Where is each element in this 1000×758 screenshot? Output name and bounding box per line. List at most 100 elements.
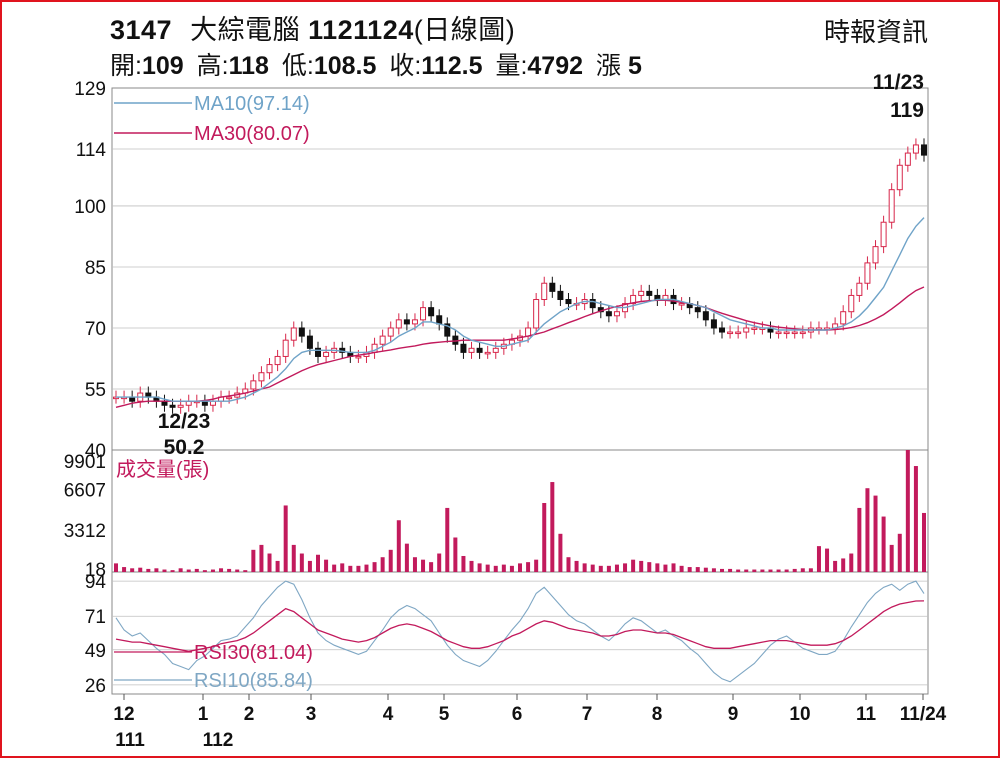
volume-bar xyxy=(792,568,797,572)
volume-bar xyxy=(372,562,377,572)
candle-body xyxy=(921,144,927,156)
candle-body xyxy=(613,311,620,317)
volume-bar xyxy=(736,569,741,572)
volume-bar xyxy=(808,568,813,572)
ma10-line xyxy=(116,217,925,402)
candle-body xyxy=(864,262,871,284)
candle-body xyxy=(468,347,475,353)
volume-bar xyxy=(421,559,426,572)
candle-body xyxy=(743,327,750,333)
candle-body xyxy=(420,307,427,321)
x-tick-7: 7 xyxy=(582,704,593,725)
candle-body xyxy=(306,335,313,349)
candle-body xyxy=(395,319,402,329)
x-tick-6: 6 xyxy=(512,704,523,725)
volume-bar xyxy=(833,560,838,572)
candle-body xyxy=(848,294,855,313)
candle-body xyxy=(694,307,701,313)
candle-body xyxy=(298,327,305,337)
volume-bar xyxy=(429,562,434,572)
volume-bar xyxy=(154,568,159,572)
candle-body xyxy=(250,380,257,390)
candle-body xyxy=(387,327,394,337)
price-tick-3: 85 xyxy=(85,258,106,279)
volume-bar xyxy=(437,553,442,572)
rsi-tick-1: 71 xyxy=(85,607,106,628)
volume-bar xyxy=(550,482,555,572)
volume-bar xyxy=(307,560,312,572)
volume-bar xyxy=(631,559,636,572)
candle-body xyxy=(290,327,297,341)
volume-bar xyxy=(542,502,547,572)
volume-label: 成交量(張) xyxy=(116,458,209,481)
volume-bar xyxy=(485,564,490,572)
volume-bar xyxy=(760,569,765,572)
volume-bar xyxy=(784,569,789,572)
volume-bar xyxy=(243,570,248,572)
x-tick-10: 10 xyxy=(789,704,810,725)
volume-bar xyxy=(865,488,870,572)
candle-body xyxy=(169,404,176,408)
volume-bar xyxy=(671,563,676,572)
x-tick-4: 4 xyxy=(383,704,394,725)
volume-bar xyxy=(695,567,700,572)
candle-body xyxy=(912,144,919,154)
volume-bar xyxy=(590,564,595,572)
volume-bar xyxy=(711,568,716,572)
candle-body xyxy=(266,364,273,374)
volume-bar xyxy=(582,563,587,572)
candle-body xyxy=(428,307,435,317)
price-tick-4: 70 xyxy=(85,319,106,340)
rsi-tick-2: 49 xyxy=(85,641,106,662)
stock-name: 大綜電腦 xyxy=(190,15,301,45)
price-tick-1: 114 xyxy=(76,140,107,161)
volume-bar xyxy=(122,567,127,572)
volume-bar xyxy=(291,544,296,572)
volume-bar xyxy=(501,564,506,572)
x-tick-1: 1 xyxy=(198,704,209,725)
volume-bar xyxy=(639,560,644,572)
candle-body xyxy=(533,299,540,329)
volume-bar xyxy=(114,563,118,572)
candle-body xyxy=(735,331,742,335)
year-tick-1: 112 xyxy=(203,730,234,751)
volume-bar xyxy=(146,568,151,572)
quote-volume: 量:4792 xyxy=(495,52,584,80)
quote-high: 高:118 xyxy=(196,52,269,80)
candle-body xyxy=(856,282,863,296)
candle-body xyxy=(492,347,499,353)
candle-body xyxy=(226,396,233,400)
volume-bar xyxy=(800,568,805,572)
volume-bar xyxy=(647,562,652,572)
volume-bar xyxy=(404,543,409,572)
volume-bar xyxy=(348,565,353,572)
quote-line: 開:109 高:118 低:108.5 收:112.5 量:4792 漲 5 xyxy=(110,46,648,82)
volume-bar xyxy=(340,563,345,572)
volume-bar xyxy=(728,568,733,572)
volume-bar xyxy=(227,568,232,572)
volume-bar xyxy=(493,565,498,572)
volume-bar xyxy=(776,569,781,572)
rsi-legend-1: RSI10(85.84) xyxy=(194,670,313,692)
candle-body xyxy=(258,372,265,382)
volume-bar xyxy=(825,548,830,572)
candle-body xyxy=(177,404,184,408)
x-tick-0: 12 xyxy=(113,704,134,725)
volume-bar xyxy=(897,533,902,572)
candle-body xyxy=(783,331,790,335)
volume-panel xyxy=(111,449,929,573)
year-tick-0: 111 xyxy=(115,730,145,751)
candle-body xyxy=(799,331,806,335)
candle-body xyxy=(436,315,443,325)
volume-bar xyxy=(526,562,531,572)
ma30-line xyxy=(115,286,925,408)
low-date-label: 12/23 xyxy=(158,410,211,433)
rsi-tick-0: 94 xyxy=(85,572,107,593)
volume-bar xyxy=(687,567,692,572)
volume-bar xyxy=(194,568,199,572)
volume-bar xyxy=(857,507,862,572)
candle-body xyxy=(727,331,734,335)
volume-bar xyxy=(873,495,878,572)
chart-kind: (日線圖) xyxy=(413,15,516,45)
